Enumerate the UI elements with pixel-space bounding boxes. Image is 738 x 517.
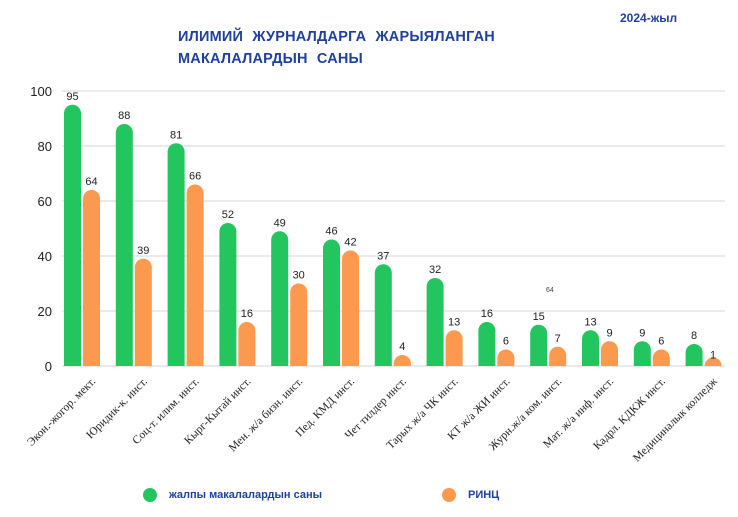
- data-label: 81: [170, 129, 182, 141]
- bar-rinc: [393, 355, 411, 366]
- data-label: 13: [584, 316, 596, 328]
- bar-total: [219, 223, 237, 366]
- data-label: 4: [399, 341, 405, 353]
- bar-rinc: [342, 250, 359, 366]
- legend-swatch-total: [143, 488, 157, 502]
- legend-item-total: жалпы макалалардын саны: [143, 488, 322, 502]
- bar-rinc: [445, 330, 463, 366]
- data-label: 6: [503, 336, 509, 348]
- stray-annotation: 64: [546, 287, 554, 294]
- data-label: 64: [85, 176, 97, 188]
- bar-total: [530, 324, 548, 366]
- bar-rinc: [549, 346, 567, 366]
- bar-total: [167, 143, 185, 366]
- bar-rinc: [601, 341, 618, 366]
- data-label: 16: [241, 308, 253, 320]
- data-label: 9: [639, 327, 645, 339]
- bar-rinc: [497, 349, 515, 366]
- legend-swatch-rinc: [442, 488, 456, 502]
- data-label: 88: [118, 110, 130, 122]
- y-tick-label: 60: [38, 194, 52, 209]
- chart-year: 2024-жыл: [620, 11, 678, 25]
- bar-total: [478, 322, 496, 366]
- chart-title: ИЛИМИЙ ЖУРНАЛДАРГА ЖАРЫЯЛАНГАН МАКАЛАЛАР…: [178, 29, 495, 67]
- legend-item-rinc: РИНЦ: [442, 488, 499, 502]
- data-label: 6: [658, 336, 664, 348]
- legend-label-rinc: РИНЦ: [468, 489, 500, 501]
- y-tick-label: 100: [30, 84, 52, 99]
- bar-rinc: [238, 322, 256, 366]
- data-label: 30: [293, 270, 305, 282]
- data-label: 16: [481, 308, 493, 320]
- bar-total: [64, 104, 81, 366]
- data-label: 39: [137, 245, 149, 257]
- data-label: 8: [691, 330, 697, 342]
- bar-total: [426, 278, 444, 366]
- bar-total: [582, 330, 599, 366]
- data-label: 13: [448, 316, 460, 328]
- data-label: 15: [533, 311, 545, 323]
- legend-label-total: жалпы макалалардын саны: [169, 489, 323, 501]
- bar-total: [323, 239, 340, 366]
- data-label: 7: [555, 333, 561, 345]
- bar-rinc: [186, 184, 204, 366]
- y-tick-label: 20: [38, 304, 52, 319]
- bar-total: [115, 124, 133, 366]
- bar-rinc: [134, 258, 152, 366]
- data-label: 46: [325, 226, 337, 238]
- bar-total: [685, 344, 703, 366]
- y-tick-label: 80: [38, 139, 52, 154]
- data-label: 49: [274, 217, 286, 229]
- y-tick-label: 0: [45, 359, 52, 374]
- bar-rinc: [83, 190, 100, 366]
- data-label: 42: [344, 237, 356, 249]
- data-label: 37: [377, 250, 389, 262]
- y-tick-label: 40: [38, 249, 52, 264]
- x-tick-label: Экон.-жогор. мект.: [25, 376, 98, 449]
- data-label: 66: [189, 171, 201, 183]
- data-label: 32: [429, 264, 441, 276]
- bar-total: [374, 264, 392, 366]
- bar-total: [633, 341, 651, 366]
- bar-rinc: [652, 349, 670, 366]
- data-label: 9: [606, 327, 612, 339]
- data-label: 95: [66, 91, 78, 103]
- bar-rinc: [290, 283, 308, 366]
- bar-total: [271, 231, 289, 366]
- data-label: 52: [222, 209, 234, 221]
- data-label: 1: [710, 349, 716, 361]
- bar-rinc: [704, 357, 722, 366]
- x-tick-label: Медициналык колледж: [631, 376, 720, 465]
